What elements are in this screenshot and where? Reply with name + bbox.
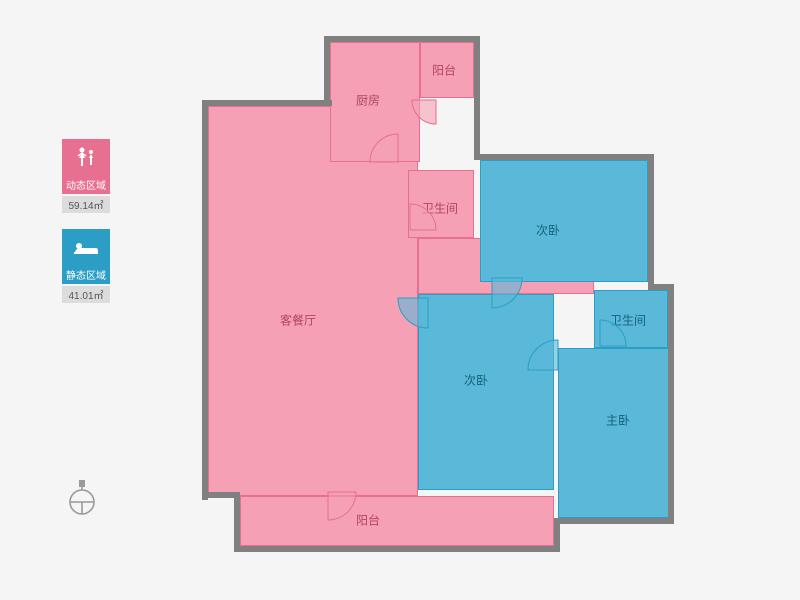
legend-static-title: 静态区域 [62, 265, 110, 284]
legend-dynamic-title: 动态区域 [62, 175, 110, 194]
wall-4 [474, 36, 480, 160]
room-label-bed_master: 主卧 [606, 412, 630, 429]
room-label-kitchen: 厨房 [356, 92, 380, 109]
wall-1 [202, 100, 332, 106]
room-living [208, 106, 418, 496]
sleep-icon [62, 229, 110, 265]
room-label-bath2: 卫生间 [610, 312, 646, 329]
legend-dynamic-value: 59.14㎡ [62, 196, 110, 213]
room-balcony_s [240, 496, 554, 546]
wall-3 [324, 36, 480, 42]
wall-8 [668, 284, 674, 524]
room-bed2a [480, 160, 648, 282]
wall-6 [648, 154, 654, 284]
wall-13 [202, 492, 240, 498]
wall-5 [474, 154, 654, 160]
wall-11 [234, 546, 560, 552]
room-label-bath1: 卫生间 [422, 200, 458, 217]
wall-2 [324, 36, 330, 106]
legend-dynamic: 动态区域 59.14㎡ [62, 139, 110, 213]
floorplan: 客餐厅厨房阳台卫生间次卧卫生间次卧主卧阳台 [208, 30, 684, 566]
room-label-bed2a: 次卧 [536, 222, 560, 239]
legend-static: 静态区域 41.01㎡ [62, 229, 110, 303]
wall-0 [202, 100, 208, 500]
room-bed2b [418, 294, 554, 490]
compass-icon [64, 478, 100, 531]
room-label-balcony_s: 阳台 [356, 512, 380, 529]
room-label-balcony_n: 阳台 [432, 62, 456, 79]
wall-10 [554, 518, 560, 548]
room-bed_master [558, 348, 674, 518]
legend-static-value: 41.01㎡ [62, 286, 110, 303]
people-icon [62, 139, 110, 175]
room-label-bed2b: 次卧 [464, 372, 488, 389]
room-label-living: 客餐厅 [280, 312, 316, 329]
wall-9 [554, 518, 674, 524]
wall-12 [234, 492, 240, 552]
